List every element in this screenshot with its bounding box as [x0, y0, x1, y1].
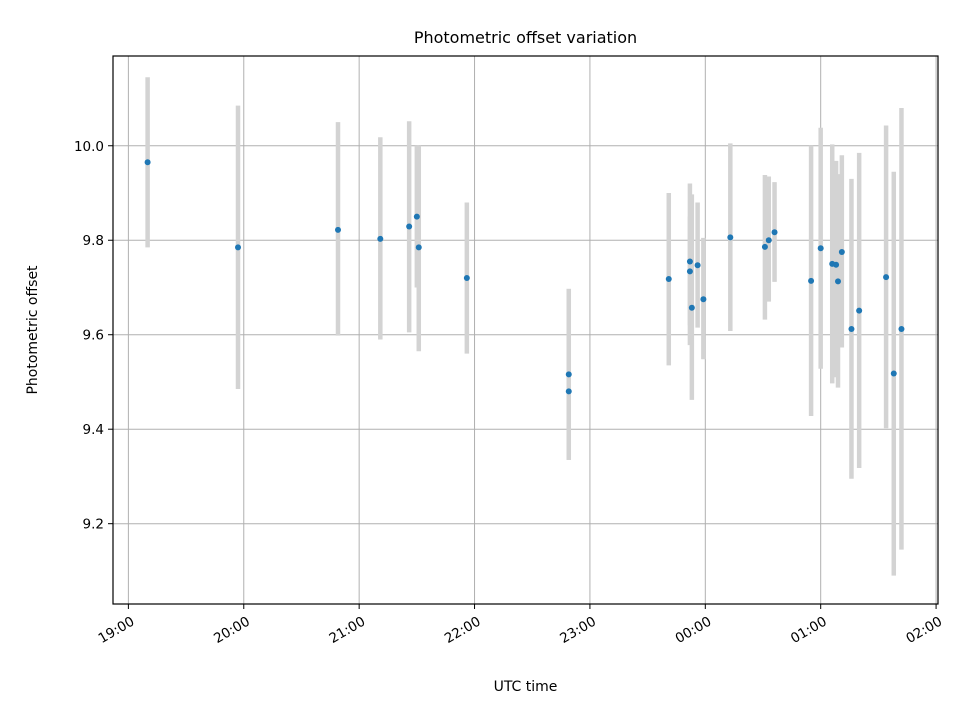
data-point: [144, 159, 151, 166]
y-tick-label: 9.2: [83, 517, 104, 533]
y-tick-label: 9.8: [83, 233, 104, 249]
tick-layer: 9.2 9.4 9.6 9.8 10.0 19:00 20:00 21:00 22:00 23:0…: [74, 139, 945, 647]
data-point: [335, 226, 341, 233]
plot-frame: [112, 55, 939, 605]
data-point: [463, 275, 470, 282]
data-point: [890, 370, 897, 377]
data-point: [856, 307, 863, 314]
chart-title: Photometric offset variation: [414, 28, 637, 47]
data-point: [406, 223, 413, 230]
y-tick-label: 10.0: [74, 139, 104, 155]
x-axis-label: UTC time: [494, 679, 558, 695]
data-point: [700, 296, 707, 303]
data-point: [694, 262, 701, 269]
errorbar-layer: [145, 77, 904, 576]
data-point: [565, 388, 572, 395]
data-point: [413, 213, 420, 220]
data-point: [838, 249, 845, 256]
data-point: [688, 304, 695, 311]
data-point: [727, 234, 734, 241]
y-axis-label: Photometric offset: [25, 265, 41, 395]
x-tick-label: 02:00: [903, 614, 945, 647]
x-tick-label: 23:00: [557, 614, 599, 647]
data-point: [817, 245, 824, 252]
x-tick-label: 22:00: [442, 614, 484, 647]
point-layer: [144, 159, 905, 395]
y-tick-label: 9.6: [83, 328, 104, 344]
data-point: [235, 244, 241, 251]
y-tick-label: 9.4: [83, 422, 104, 438]
data-point: [686, 268, 693, 275]
data-point: [848, 326, 855, 333]
x-tick-label: 19:00: [96, 614, 138, 647]
x-tick-label: 01:00: [788, 614, 830, 647]
x-tick-label: 20:00: [211, 614, 253, 647]
data-point: [565, 371, 572, 378]
data-point: [771, 229, 778, 236]
x-tick-label: 00:00: [673, 614, 715, 647]
data-point: [377, 235, 384, 242]
data-point: [415, 244, 422, 251]
data-point: [835, 278, 841, 285]
x-tick-label: 21:00: [326, 614, 368, 647]
data-point: [833, 261, 840, 268]
data-point: [898, 326, 905, 333]
data-point: [686, 258, 693, 265]
data-point: [765, 237, 772, 244]
data-point: [761, 243, 768, 250]
data-point: [883, 274, 890, 281]
data-point: [808, 277, 815, 284]
data-point: [665, 275, 672, 282]
